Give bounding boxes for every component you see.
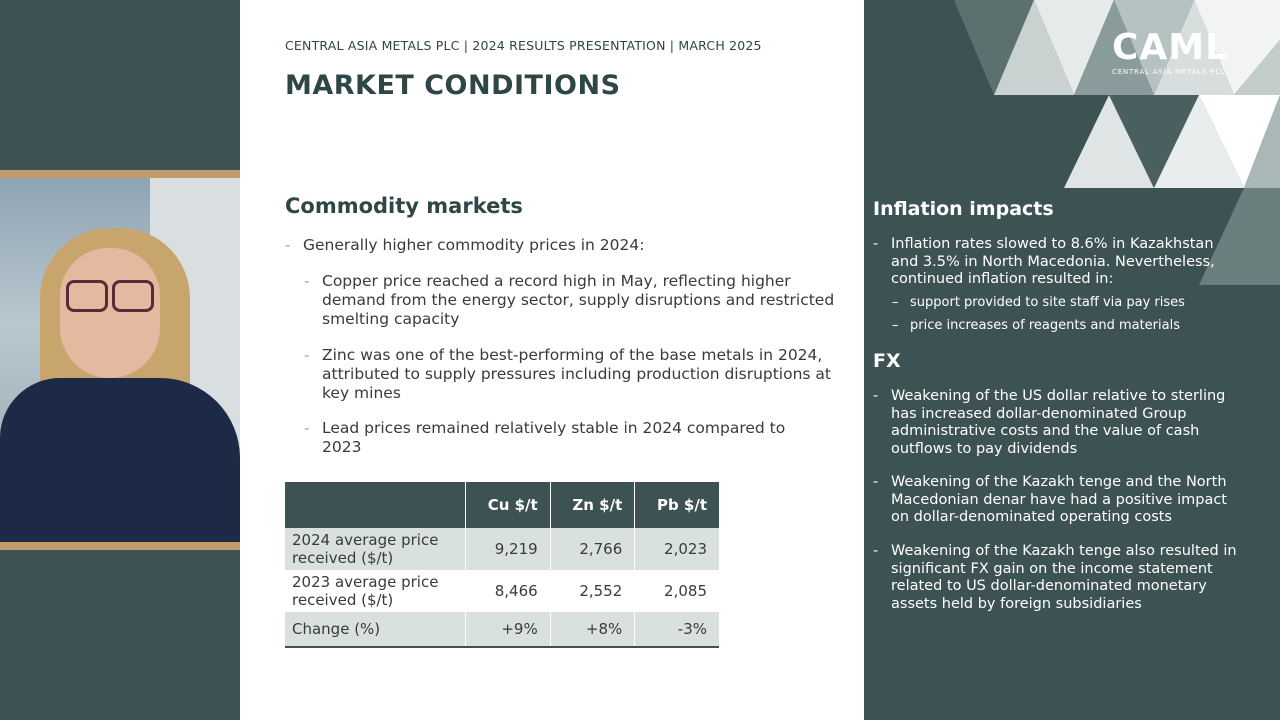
fx-text: Weakening of the Kazakh tenge also resul… bbox=[891, 543, 1237, 612]
inflation-heading: Inflation impacts bbox=[873, 198, 1054, 220]
bullet-dash: – bbox=[892, 318, 899, 333]
commodity-markets-heading: Commodity markets bbox=[285, 194, 523, 218]
pattern-triangle bbox=[1114, 0, 1194, 95]
presenter-video bbox=[0, 178, 240, 542]
table-header-cell bbox=[285, 482, 466, 528]
fx-text: Weakening of the US dollar relative to s… bbox=[891, 388, 1226, 457]
pattern-triangle bbox=[1074, 0, 1154, 95]
right-panel: CAML CENTRAL ASIA METALS PLC Inflation i… bbox=[864, 0, 1280, 720]
pattern-triangle bbox=[1154, 0, 1234, 95]
inflation-subitem: – price increases of reagents and materi… bbox=[892, 318, 1180, 333]
fx-heading: FX bbox=[873, 350, 901, 372]
slide-title: MARKET CONDITIONS bbox=[285, 70, 621, 101]
triangle-pattern bbox=[954, 0, 1280, 285]
pattern-triangle bbox=[1194, 0, 1280, 95]
pattern-triangle bbox=[1199, 95, 1280, 188]
zn-value: +8% bbox=[549, 612, 635, 648]
pb-value: -3% bbox=[634, 612, 719, 648]
bullet-text: Lead prices remained relatively stable i… bbox=[322, 419, 786, 456]
bullet-dash: - bbox=[873, 543, 879, 559]
fx-text: Weakening of the Kazakh tenge and the No… bbox=[891, 474, 1227, 525]
cu-value: 9,219 bbox=[465, 528, 551, 570]
pattern-triangle bbox=[1064, 95, 1154, 188]
table-header-row: Cu $/t Zn $/t Pb $/t bbox=[285, 482, 719, 528]
table-header-cell: Zn $/t bbox=[549, 482, 635, 528]
cu-value: 8,466 bbox=[465, 570, 551, 612]
pattern-triangle bbox=[1244, 95, 1280, 188]
table-header-cell: Cu $/t bbox=[465, 482, 551, 528]
pattern-triangle bbox=[1109, 95, 1199, 188]
inflation-subitem-text: support provided to site staff via pay r… bbox=[910, 295, 1185, 310]
table-header-cell: Pb $/t bbox=[634, 482, 719, 528]
slide-header: CENTRAL ASIA METALS PLC | 2024 RESULTS P… bbox=[285, 38, 762, 53]
bullet-text: Zinc was one of the best-performing of t… bbox=[322, 346, 831, 402]
pb-value: 2,085 bbox=[634, 570, 719, 612]
bullet-dash: - bbox=[873, 474, 879, 490]
pattern-triangle bbox=[994, 0, 1074, 95]
row-label: 2023 average price received ($/t) bbox=[285, 570, 466, 612]
bullet-dash: – bbox=[892, 295, 899, 310]
pattern-triangle bbox=[1034, 0, 1114, 95]
bullet-text: Generally higher commodity prices in 202… bbox=[303, 236, 645, 254]
cu-value: +9% bbox=[465, 612, 551, 648]
zn-value: 2,552 bbox=[549, 570, 635, 612]
bullet-dash: - bbox=[304, 419, 310, 437]
pattern-triangle bbox=[954, 0, 1034, 95]
presenter-face bbox=[60, 248, 160, 378]
bullet-item: - Lead prices remained relatively stable… bbox=[304, 419, 804, 457]
table-row: 2024 average price received ($/t) 9,219 … bbox=[285, 528, 719, 570]
pattern-triangle bbox=[1154, 95, 1244, 188]
bullet-dash: - bbox=[304, 346, 310, 364]
presenter-body bbox=[0, 378, 240, 542]
fx-item: - Weakening of the Kazakh tenge also res… bbox=[873, 543, 1243, 613]
inflation-subitem: – support provided to site staff via pay… bbox=[892, 295, 1185, 310]
pb-value: 2,023 bbox=[634, 528, 719, 570]
video-feed-frame bbox=[0, 170, 240, 550]
inflation-subitem-text: price increases of reagents and material… bbox=[910, 318, 1180, 333]
inflation-item: - Inflation rates slowed to 8.6% in Kaza… bbox=[873, 236, 1243, 289]
glasses-right-lens bbox=[112, 280, 154, 312]
bullet-text: Copper price reached a record high in Ma… bbox=[322, 272, 835, 328]
fx-item: - Weakening of the US dollar relative to… bbox=[873, 388, 1243, 458]
bullet-dash: - bbox=[285, 236, 291, 254]
pattern-triangle bbox=[1234, 40, 1280, 95]
bullet-dash: - bbox=[304, 272, 310, 290]
glasses-left-lens bbox=[66, 280, 108, 312]
bullet-item: - Copper price reached a record high in … bbox=[304, 272, 844, 329]
bullet-item: - Generally higher commodity prices in 2… bbox=[285, 236, 825, 255]
pattern-triangle bbox=[1199, 188, 1280, 285]
inflation-text: Inflation rates slowed to 8.6% in Kazakh… bbox=[891, 236, 1215, 287]
price-table: Cu $/t Zn $/t Pb $/t 2024 average price … bbox=[285, 482, 719, 648]
fx-item: - Weakening of the Kazakh tenge and the … bbox=[873, 474, 1243, 527]
bullet-dash: - bbox=[873, 236, 879, 252]
bullet-item: - Zinc was one of the best-performing of… bbox=[304, 346, 844, 403]
row-label: 2024 average price received ($/t) bbox=[285, 528, 466, 570]
slide: CENTRAL ASIA METALS PLC | 2024 RESULTS P… bbox=[240, 0, 864, 720]
row-label: Change (%) bbox=[285, 612, 466, 648]
zn-value: 2,766 bbox=[549, 528, 635, 570]
logo-subtitle: CENTRAL ASIA METALS PLC bbox=[1112, 68, 1226, 76]
logo-wordmark: CAML bbox=[1112, 27, 1230, 68]
caml-logo: CAML CENTRAL ASIA METALS PLC bbox=[1112, 27, 1230, 77]
table-row: Change (%) +9% +8% -3% bbox=[285, 612, 719, 648]
table-row: 2023 average price received ($/t) 8,466 … bbox=[285, 570, 719, 612]
bullet-dash: - bbox=[873, 388, 879, 404]
